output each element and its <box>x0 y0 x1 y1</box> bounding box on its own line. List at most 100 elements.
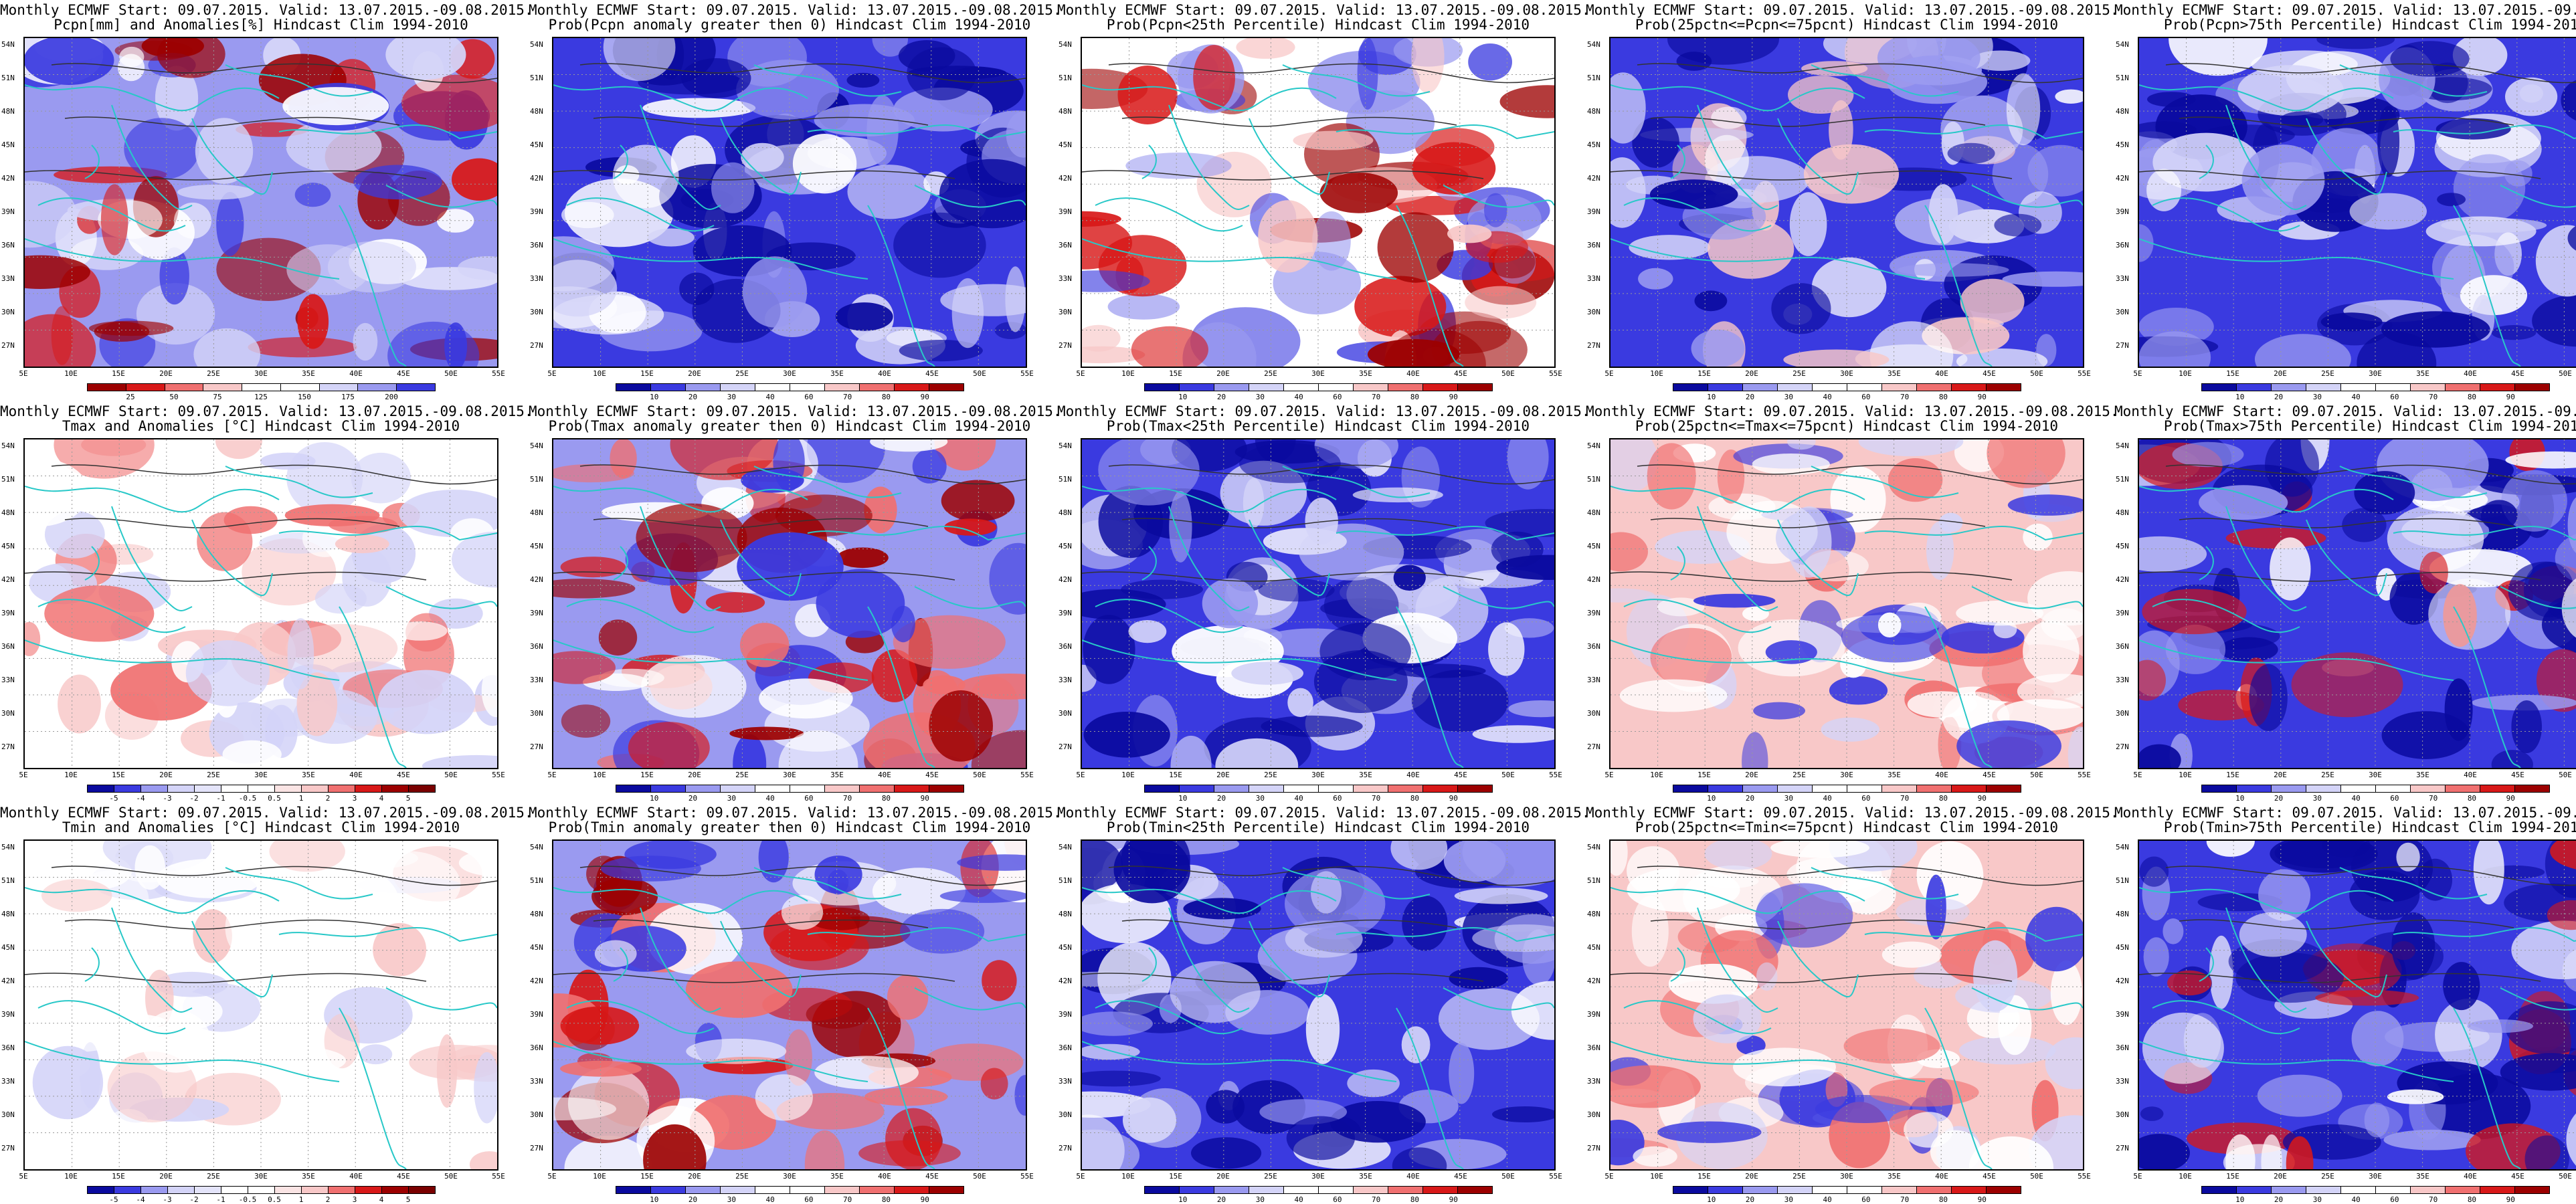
coastline <box>1811 867 1959 900</box>
contour-line <box>553 973 955 983</box>
colorbar: 10 20 30 40 60 70 80 90 <box>1673 785 2021 803</box>
coastline <box>1697 506 1778 611</box>
field-blob <box>1454 888 1548 904</box>
colorbar-swatch <box>1422 1186 1458 1194</box>
longitude-label: 25E <box>2321 369 2334 378</box>
longitude-label: 50E <box>2030 771 2043 779</box>
colorbar-swatch <box>1881 383 1917 391</box>
field-blob <box>282 87 389 126</box>
colorbar-tick-label: 30 <box>2312 393 2322 401</box>
latitude-label: 39N <box>1587 609 1600 617</box>
longitude-label: 10E <box>1121 369 1135 378</box>
latitude-label: 54N <box>530 441 543 450</box>
longitude-label: 45E <box>925 369 939 378</box>
contour-line <box>579 866 1026 886</box>
field-blob <box>2435 118 2511 140</box>
colorbar-swatch <box>1144 383 1180 391</box>
coastline <box>1396 205 1464 367</box>
colorbar-swatch <box>328 1186 355 1194</box>
coastline <box>2199 144 2214 179</box>
latitude-label: 48N <box>530 107 543 116</box>
longitude-label: 5E <box>2133 1172 2142 1181</box>
field-blob <box>1973 940 2018 1012</box>
longitude-label: 15E <box>1169 771 1182 779</box>
field-blob <box>2139 331 2211 367</box>
coastline <box>753 466 902 498</box>
colorbar-swatch <box>2271 383 2306 391</box>
field-blob <box>2023 523 2053 551</box>
coastline <box>1082 486 1337 513</box>
field-blob <box>155 66 199 131</box>
colorbar-tick-label: 90 <box>1449 1195 1458 1204</box>
longitude-label: 45E <box>1983 369 1996 378</box>
coastline <box>2139 1041 2454 1082</box>
map-panel: Monthly ECMWF Start: 09.07.2015. Valid: … <box>529 803 1062 1204</box>
coastline <box>613 947 628 982</box>
colorbar-swatch <box>2236 785 2272 793</box>
coastline <box>1623 599 1772 633</box>
coastline <box>1249 920 1330 998</box>
coastline <box>553 238 868 280</box>
colorbar-tick-label: -3 <box>163 794 172 803</box>
field-blob <box>286 244 370 296</box>
coastline <box>867 1007 935 1169</box>
colorbar-tick-label: 20 <box>688 794 698 803</box>
field-blob <box>2354 471 2415 515</box>
longitude-label: 40E <box>1935 1172 1948 1181</box>
field-blob <box>2139 536 2207 572</box>
colorbar-tick-label: 70 <box>2429 1195 2438 1204</box>
colorbar-swatch <box>167 785 195 793</box>
field-blob <box>711 162 755 213</box>
colorbar-tick-label: 60 <box>2390 794 2399 803</box>
colorbar-swatch <box>790 383 825 391</box>
longitude-label: 5E <box>1604 369 1614 378</box>
colorbar-swatch <box>859 1186 895 1194</box>
colorbar-tick-label: 60 <box>804 794 814 803</box>
latitude-label: 27N <box>1 341 15 350</box>
colorbar-swatch <box>2480 383 2515 391</box>
map-field <box>1611 841 2083 1169</box>
colorbar-swatch <box>1353 383 1388 391</box>
coastline <box>566 599 715 633</box>
field-blob <box>58 674 101 734</box>
colorbar-tick-label: -2 <box>189 794 199 803</box>
longitude-label: 20E <box>1745 771 1758 779</box>
coastline <box>2139 238 2454 280</box>
latitude-label: 45N <box>1587 542 1600 550</box>
latitude-label: 36N <box>1059 241 1072 249</box>
colorbar-tick-label: 60 <box>2390 393 2399 401</box>
panel-subtitle: Prob(Tmin>75th Percentile) Hindcast Clim… <box>2163 819 2576 835</box>
longitude-label: 15E <box>1169 1172 1182 1181</box>
contour-line <box>1611 170 2013 181</box>
colorbar-tick-label: 30 <box>1255 794 1265 803</box>
panel-subtitle: Prob(Tmin<25th Percentile) Hindcast Clim… <box>1106 819 1530 835</box>
field-blob <box>594 940 637 967</box>
panel-header: Monthly ECMWF Start: 09.07.2015. Valid: … <box>0 2 533 18</box>
longitude-label: 40E <box>349 1172 363 1181</box>
longitude-label: 45E <box>397 771 410 779</box>
panel-header: Monthly ECMWF Start: 09.07.2015. Valid: … <box>0 805 533 821</box>
coastline <box>914 987 1026 1011</box>
field-blob <box>346 1127 433 1169</box>
coastline <box>111 104 193 210</box>
field-blob <box>2381 311 2490 348</box>
colorbar-swatch <box>1708 383 1743 391</box>
longitude-label: 15E <box>2226 1172 2239 1181</box>
field-blob <box>2491 325 2537 340</box>
longitude-label: 55E <box>492 771 505 779</box>
panel-subtitle: Prob(Tmax>75th Percentile) Hindcast Clim… <box>2163 418 2576 434</box>
coastline <box>385 987 497 1011</box>
latitude-label: 27N <box>1587 341 1600 350</box>
map-field <box>1082 439 1554 768</box>
longitude-label: 50E <box>1501 771 1515 779</box>
colorbar-swatch <box>1353 785 1388 793</box>
colorbar-swatch <box>125 383 165 391</box>
field-blob <box>2163 918 2184 944</box>
coastline <box>2453 1007 2521 1169</box>
latitude-label: 42N <box>1059 174 1072 183</box>
field-blob <box>335 534 389 554</box>
colorbar-swatch <box>2236 383 2272 391</box>
latitude-label: 30N <box>1 308 15 316</box>
map-area <box>1081 37 1556 368</box>
colorbar-swatch <box>824 383 860 391</box>
